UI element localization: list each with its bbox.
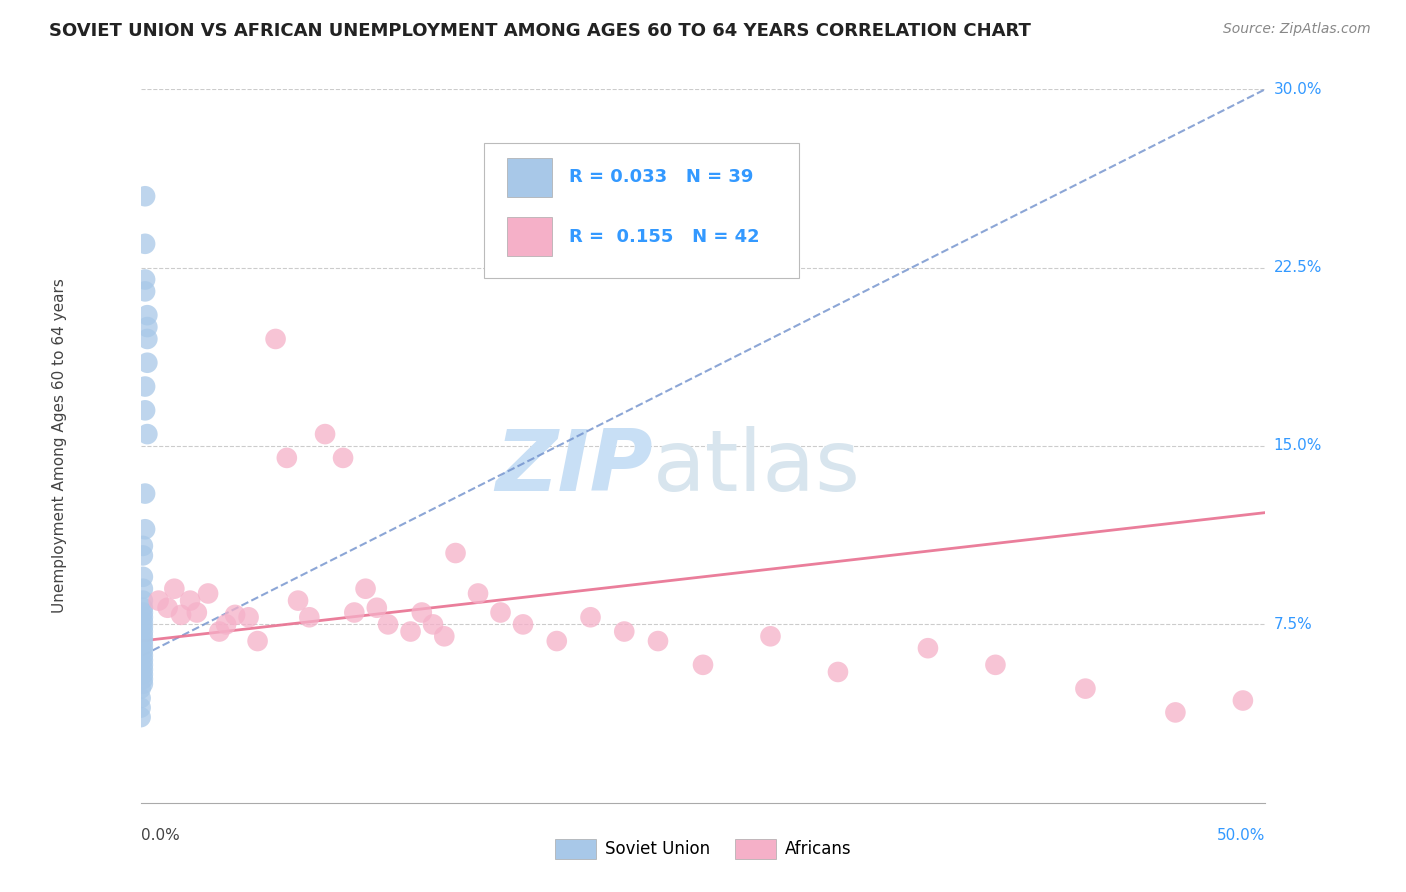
Point (129, 691, 152, 706)
Point (132, 606, 155, 620)
Point (136, 320, 159, 334)
Point (224, 607, 246, 622)
Point (215, 617, 238, 632)
Text: 22.5%: 22.5% (1274, 260, 1322, 275)
Point (343, 606, 366, 620)
Point (134, 236, 156, 251)
Point (132, 610, 155, 624)
Text: atlas: atlas (652, 425, 860, 509)
Point (354, 582, 377, 596)
Point (411, 606, 433, 620)
Point (467, 586, 489, 600)
Point (132, 600, 155, 615)
Point (264, 332, 287, 346)
Point (377, 617, 399, 632)
Point (1232, 693, 1254, 707)
Point (132, 677, 155, 691)
Point (132, 672, 155, 686)
Bar (508, 217, 553, 256)
Point (136, 427, 159, 442)
Point (132, 634, 155, 648)
Point (136, 356, 159, 370)
Text: Source: ZipAtlas.com: Source: ZipAtlas.com (1223, 22, 1371, 37)
Point (827, 665, 849, 679)
Point (314, 427, 336, 442)
Text: 0.0%: 0.0% (141, 828, 180, 843)
Text: SOVIET UNION VS AFRICAN UNEMPLOYMENT AMONG AGES 60 TO 64 YEARS CORRELATION CHART: SOVIET UNION VS AFRICAN UNEMPLOYMENT AMO… (49, 22, 1031, 40)
Point (433, 629, 456, 643)
Point (984, 657, 1007, 672)
Point (132, 667, 155, 681)
Point (179, 593, 201, 607)
Point (132, 639, 155, 653)
Point (134, 189, 156, 203)
Text: R =  0.155   N = 42: R = 0.155 N = 42 (569, 227, 759, 245)
Point (136, 332, 159, 346)
Point (186, 606, 208, 620)
Point (132, 624, 155, 639)
Point (287, 593, 309, 607)
Point (163, 582, 186, 596)
Point (132, 648, 155, 663)
Point (1164, 706, 1187, 720)
Point (132, 615, 155, 629)
Point (134, 285, 156, 299)
Point (489, 606, 512, 620)
Point (136, 308, 159, 322)
Point (129, 681, 152, 696)
Point (132, 663, 155, 677)
Point (134, 272, 156, 286)
Text: Unemployment Among Ages 60 to 64 years: Unemployment Among Ages 60 to 64 years (52, 278, 67, 614)
Text: 7.5%: 7.5% (1274, 617, 1312, 632)
Text: 50.0%: 50.0% (1218, 828, 1265, 843)
Point (246, 634, 269, 648)
Text: 15.0%: 15.0% (1274, 439, 1322, 453)
Text: R = 0.033   N = 39: R = 0.033 N = 39 (569, 169, 754, 186)
Point (298, 610, 321, 624)
Point (156, 600, 179, 615)
Point (208, 624, 231, 639)
Point (399, 624, 422, 639)
Point (444, 546, 467, 560)
Point (148, 593, 170, 607)
Point (132, 570, 155, 584)
Point (132, 539, 155, 553)
Point (422, 617, 444, 632)
Legend: Soviet Union, Africans: Soviet Union, Africans (548, 832, 858, 866)
FancyBboxPatch shape (484, 143, 799, 278)
Point (134, 379, 156, 393)
Point (132, 549, 155, 563)
Point (132, 629, 155, 643)
Point (366, 600, 388, 615)
Point (132, 620, 155, 634)
Point (647, 634, 669, 648)
Point (1074, 681, 1097, 696)
Point (132, 593, 155, 607)
Point (613, 624, 636, 639)
Point (332, 450, 354, 465)
Point (276, 450, 298, 465)
Text: 30.0%: 30.0% (1274, 82, 1322, 96)
Point (132, 582, 155, 596)
Point (512, 617, 534, 632)
Point (129, 700, 152, 714)
Point (238, 610, 260, 624)
Point (132, 653, 155, 667)
Point (132, 657, 155, 672)
Point (134, 522, 156, 536)
Bar (508, 158, 553, 197)
Point (170, 607, 193, 622)
Point (134, 403, 156, 417)
Point (546, 634, 568, 648)
Point (579, 610, 602, 624)
Point (129, 710, 152, 724)
Point (692, 657, 714, 672)
Text: ZIP: ZIP (495, 425, 652, 509)
Point (132, 643, 155, 657)
Point (197, 586, 219, 600)
Point (759, 629, 782, 643)
Point (917, 641, 939, 656)
Point (134, 486, 156, 500)
